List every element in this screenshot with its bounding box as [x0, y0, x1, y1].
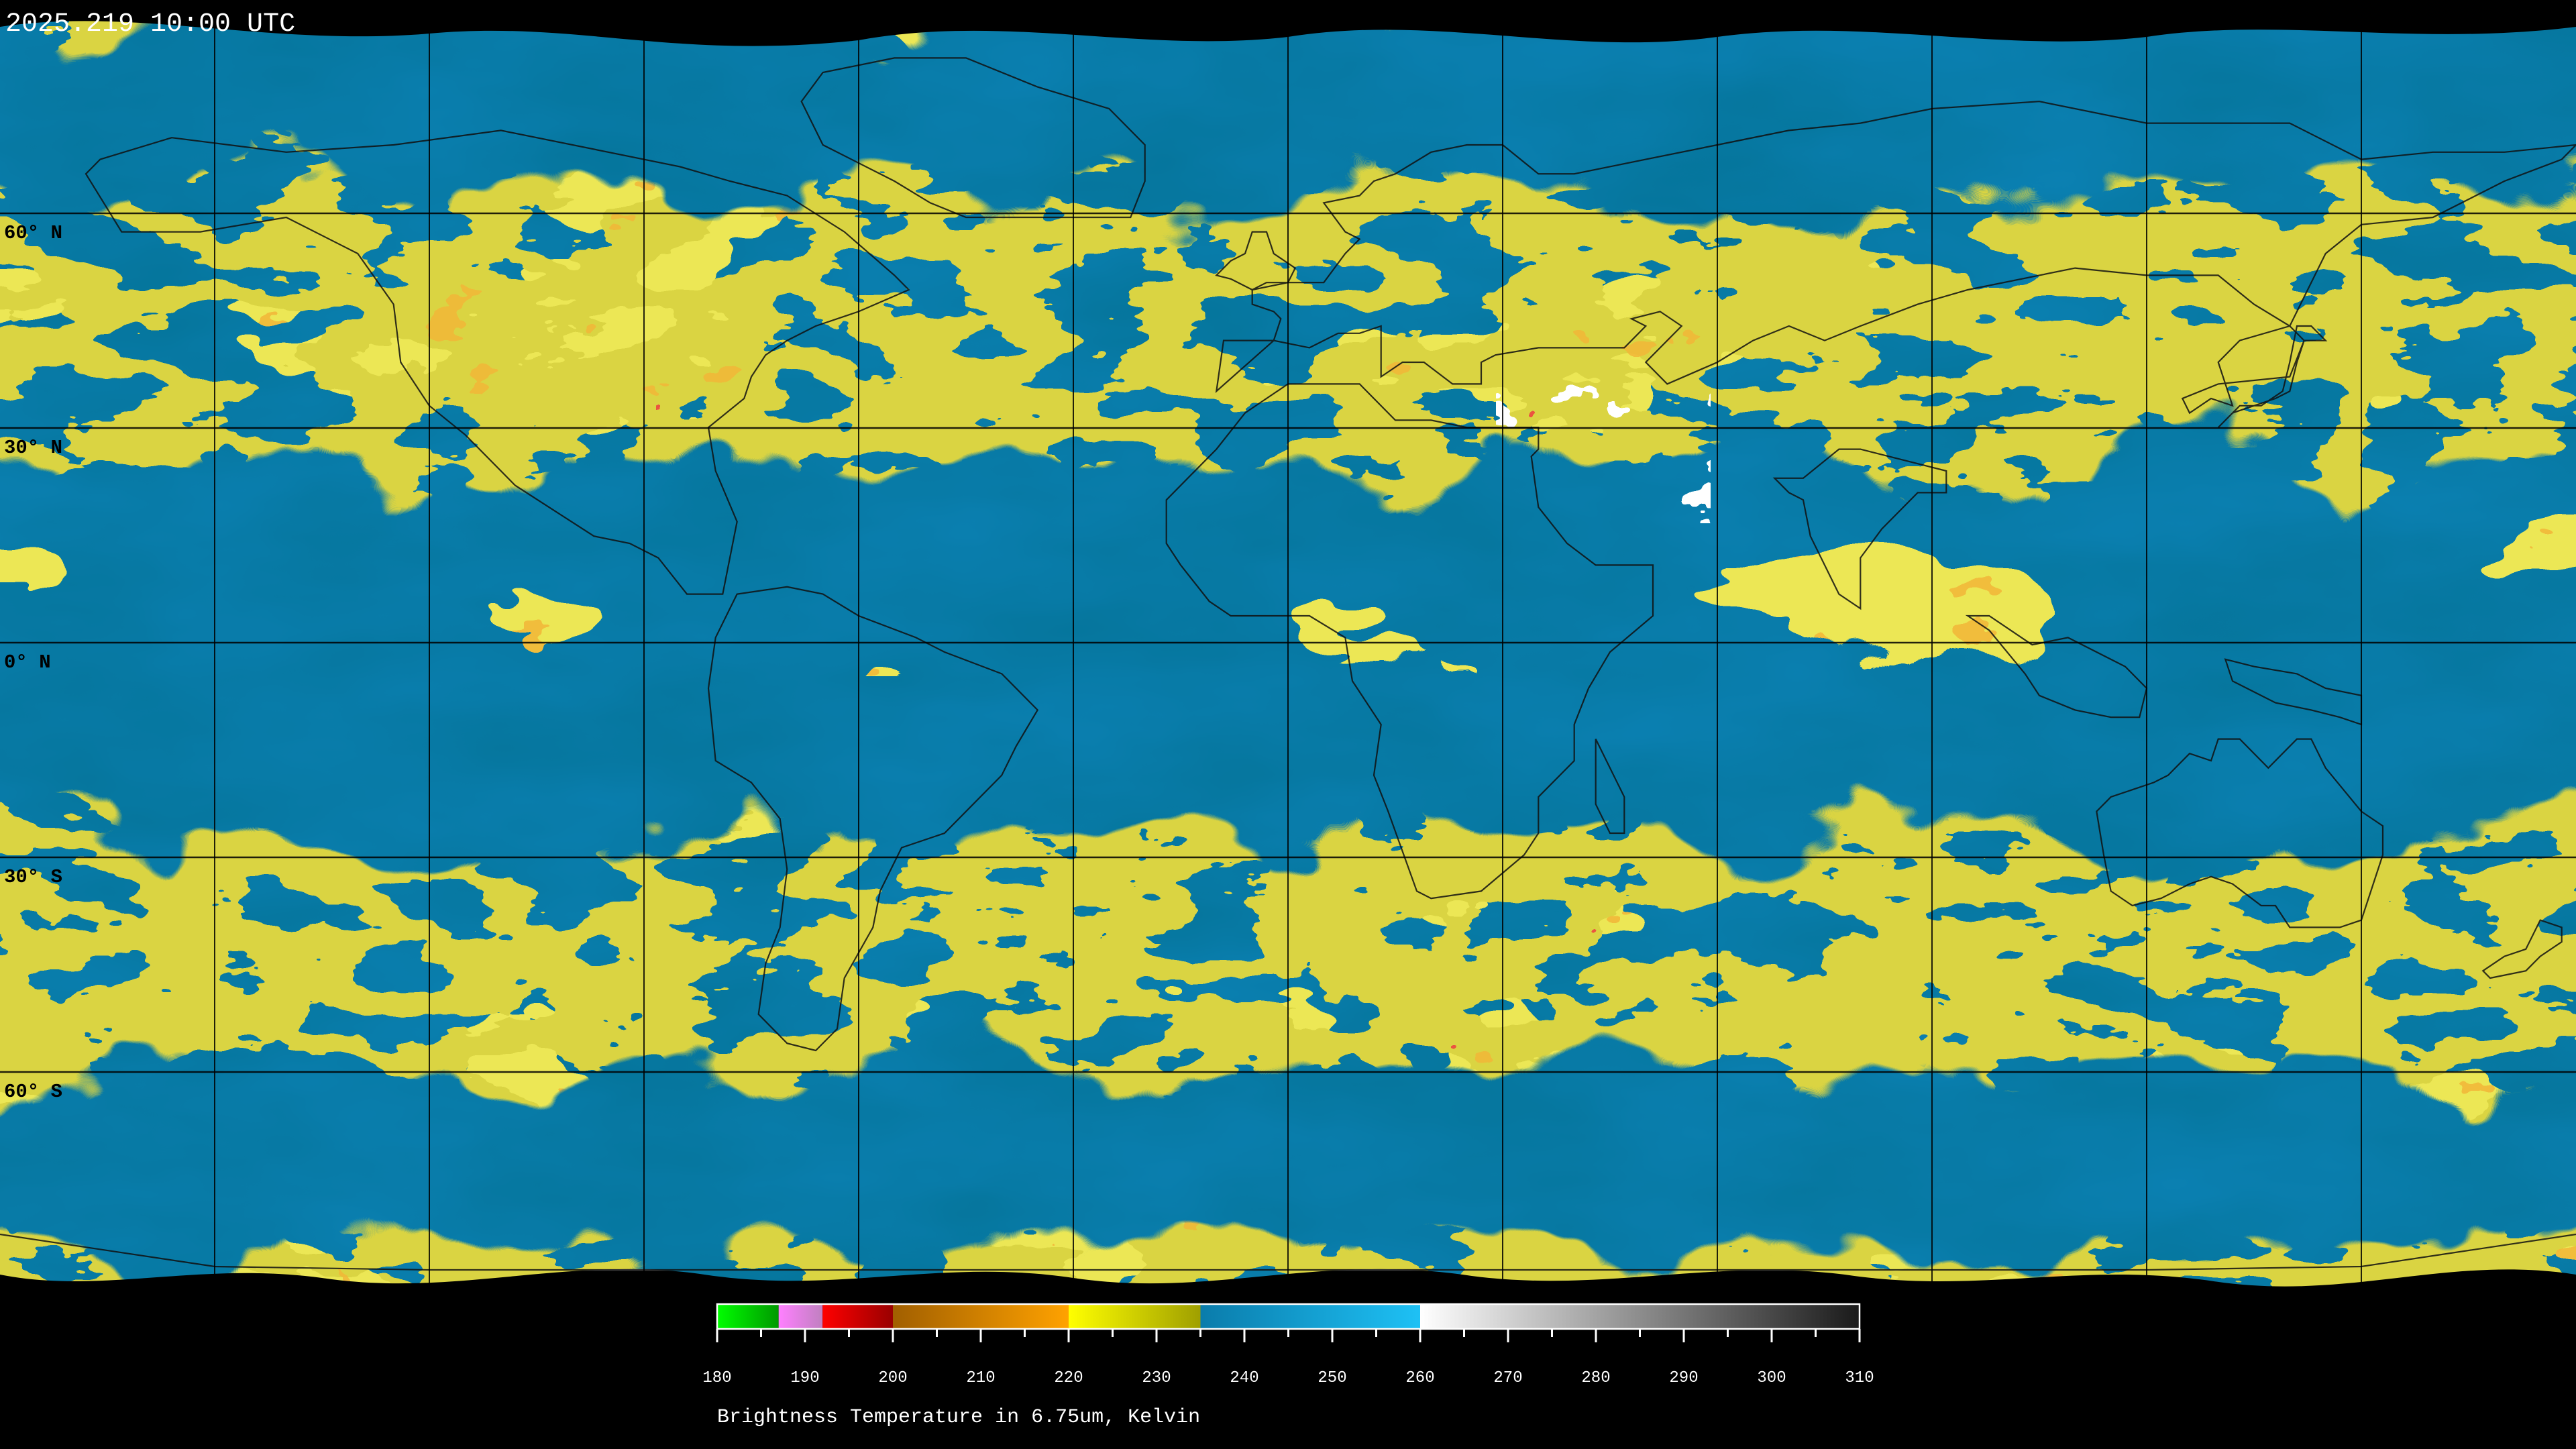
- svg-text:290: 290: [1669, 1369, 1698, 1387]
- svg-text:310: 310: [1845, 1369, 1874, 1387]
- svg-text:230: 230: [1142, 1369, 1171, 1387]
- svg-text:280: 280: [1581, 1369, 1610, 1387]
- svg-text:270: 270: [1493, 1369, 1522, 1387]
- svg-text:300: 300: [1757, 1369, 1786, 1387]
- svg-text:190: 190: [790, 1369, 819, 1387]
- svg-text:220: 220: [1054, 1369, 1083, 1387]
- svg-text:0° N: 0° N: [4, 651, 51, 674]
- svg-text:60° N: 60° N: [4, 222, 62, 244]
- svg-text:200: 200: [878, 1369, 907, 1387]
- svg-text:2025.219 10:00 UTC: 2025.219 10:00 UTC: [5, 9, 295, 40]
- svg-text:260: 260: [1405, 1369, 1434, 1387]
- svg-text:60° S: 60° S: [4, 1081, 62, 1103]
- svg-text:30° S: 30° S: [4, 866, 62, 888]
- svg-text:240: 240: [1230, 1369, 1258, 1387]
- svg-text:Brightness Temperature in 6.75: Brightness Temperature in 6.75um, Kelvin: [717, 1406, 1200, 1429]
- svg-text:250: 250: [1318, 1369, 1346, 1387]
- svg-text:210: 210: [966, 1369, 995, 1387]
- svg-text:30° N: 30° N: [4, 437, 62, 459]
- svg-text:180: 180: [702, 1369, 731, 1387]
